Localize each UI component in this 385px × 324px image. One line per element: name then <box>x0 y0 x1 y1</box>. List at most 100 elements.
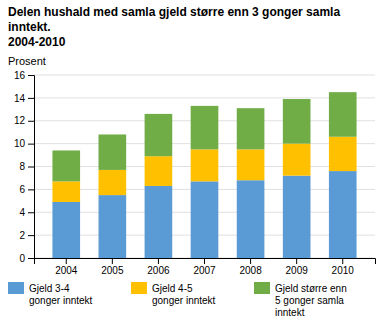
bar <box>191 181 219 258</box>
tick-label: 14 <box>14 93 26 104</box>
tick-mark <box>66 258 67 264</box>
tick: 2006 <box>147 258 170 276</box>
tick: 0 <box>19 253 34 264</box>
tick-label: 2010 <box>332 265 355 276</box>
bar <box>237 180 265 258</box>
bar <box>329 92 357 137</box>
bar <box>145 114 173 156</box>
tick-label: 2005 <box>101 265 124 276</box>
legend-item: Gjeld 4-5gonger inntekt <box>131 282 216 306</box>
legend-swatch <box>254 282 270 294</box>
tick: 4 <box>19 207 34 218</box>
tick: 2010 <box>332 258 355 276</box>
bars <box>52 92 356 258</box>
legend-label-line: inntekt <box>275 307 305 318</box>
tick-mark <box>342 258 343 264</box>
title-line: Delen hushald med samla gjeld større enn… <box>8 5 340 19</box>
legend-label: Gjeld 3-4gonger inntekt <box>29 283 93 306</box>
x-axis: 2004 2005 2006 2007 2008 2009 2010 <box>35 258 376 276</box>
plot-area: 2004 2005 2006 2007 2008 2009 2010 0 2 4 6 8 10 12 14 1… <box>14 70 376 276</box>
legend: Gjeld 3-4gonger inntektGjeld 4-5gonger i… <box>8 282 347 318</box>
tick-label: 2004 <box>55 265 78 276</box>
tick: 2005 <box>101 258 124 276</box>
tick: 8 <box>19 161 34 172</box>
chart: Delen hushald med samla gjeld større enn… <box>0 0 385 324</box>
bar <box>145 156 173 186</box>
bar <box>145 186 173 258</box>
tick-label: 2009 <box>286 265 309 276</box>
tick: 2004 <box>55 258 78 276</box>
tick-label: 2 <box>19 230 25 241</box>
tick-label: 12 <box>14 115 26 126</box>
axis-domain <box>28 76 35 259</box>
tick-mark <box>296 258 297 264</box>
bar <box>52 202 80 258</box>
tick-label: 0 <box>19 253 25 264</box>
bar <box>329 171 357 258</box>
tick-mark <box>28 212 34 213</box>
tick-label: 10 <box>14 138 26 149</box>
grid <box>34 75 375 258</box>
legend-label: Gjeld større enn5 gonger samlainntekt <box>275 283 347 318</box>
legend-item: Gjeld større enn5 gonger samlainntekt <box>254 282 347 318</box>
tick: 12 <box>14 115 34 126</box>
tick-mark <box>28 258 34 259</box>
tick-label: 2008 <box>239 265 262 276</box>
tick-mark <box>204 258 205 264</box>
tick-mark <box>28 235 34 236</box>
tick-mark <box>28 121 34 122</box>
title: Delen hushald med samla gjeld større enn… <box>8 5 340 34</box>
tick: 2 <box>19 230 34 241</box>
bar <box>329 137 357 171</box>
tick-mark <box>28 189 34 190</box>
bar <box>52 150 80 181</box>
subtitle: 2004-2010 <box>8 35 66 49</box>
legend-item: Gjeld 3-4gonger inntekt <box>8 282 93 306</box>
tick: 14 <box>14 93 34 104</box>
title-line: inntekt. <box>8 20 51 34</box>
legend-label: Gjeld 4-5gonger inntekt <box>152 283 216 306</box>
bar <box>237 149 265 180</box>
bar <box>52 181 80 202</box>
tick: 2009 <box>286 258 309 276</box>
tick-label: 6 <box>19 184 25 195</box>
bar <box>191 149 219 181</box>
tick-mark <box>158 258 159 264</box>
legend-label-line: Gjeld 3-4 <box>29 283 70 294</box>
bar-series <box>52 171 356 258</box>
tick-label: 4 <box>19 207 25 218</box>
bar <box>191 106 219 149</box>
tick: 16 <box>14 70 34 81</box>
bar <box>237 108 265 149</box>
bar <box>283 99 311 144</box>
tick: 6 <box>19 184 34 195</box>
y-axis-label: Prosent <box>8 55 46 67</box>
grid-line <box>34 97 375 98</box>
tick-mark <box>250 258 251 264</box>
legend-label-line: Gjeld 4-5 <box>152 283 193 294</box>
y-axis: 0 2 4 6 8 10 12 14 16 <box>14 70 35 264</box>
tick-mark <box>28 75 34 76</box>
axis-domain <box>35 259 376 265</box>
grid-line <box>34 75 375 76</box>
tick-label: 8 <box>19 161 25 172</box>
bar-series <box>52 92 356 181</box>
tick: 10 <box>14 138 34 149</box>
legend-swatch <box>8 282 24 294</box>
legend-swatch <box>131 282 147 294</box>
tick: 2007 <box>193 258 216 276</box>
bar <box>99 170 127 195</box>
tick-label: 2007 <box>193 265 216 276</box>
tick-mark <box>28 167 34 168</box>
tick-mark <box>28 144 34 145</box>
tick: 2008 <box>239 258 262 276</box>
legend-label-line: 5 gonger samla <box>275 295 344 306</box>
tick-mark <box>28 98 34 99</box>
bar <box>99 134 127 169</box>
tick-label: 16 <box>14 70 26 81</box>
legend-label-line: gonger inntekt <box>29 295 93 306</box>
tick-mark <box>112 258 113 264</box>
legend-label-line: gonger inntekt <box>152 295 216 306</box>
tick-label: 2006 <box>147 265 170 276</box>
bar <box>99 195 127 258</box>
